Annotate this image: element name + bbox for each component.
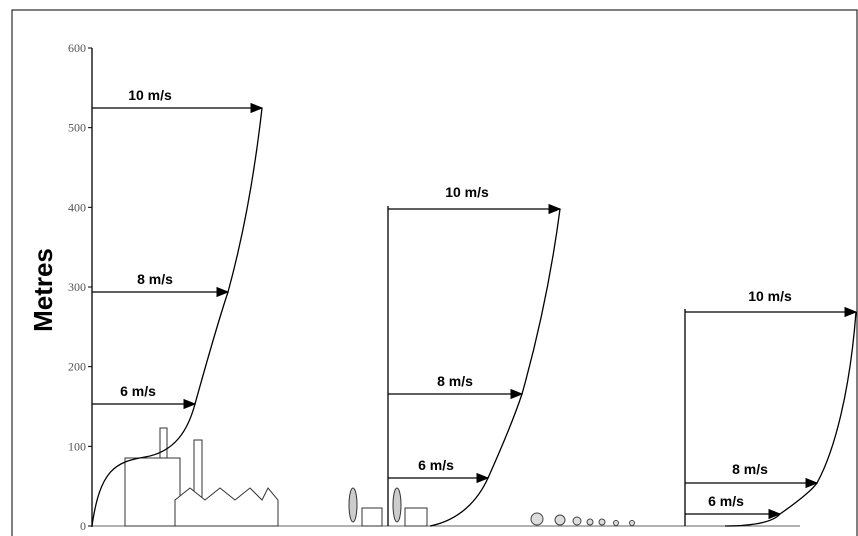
speed-label: 10 m/s [748,288,792,304]
frame [11,9,858,536]
speed-label: 8 m/s [437,373,473,389]
suburb [348,487,428,527]
profile-suburb: 10 m/s 8 m/s 6 m/s [387,184,562,527]
wind-profile [724,311,857,527]
tick-label: 400 [68,200,86,214]
speed-label: 6 m/s [120,383,156,399]
profile-open: 10 m/s 8 m/s 6 m/s [684,288,858,527]
speed-label: 10 m/s [128,87,172,103]
tick-label: 0 [80,519,86,533]
wind-profile [429,208,561,527]
speed-label: 8 m/s [137,271,173,287]
city [124,427,279,527]
profile-city: 10 m/s 8 m/s 6 m/s [91,87,264,527]
tick-label: 200 [68,360,86,374]
speed-label: 10 m/s [445,184,489,200]
tick-label: 100 [68,439,86,453]
speed-label: 6 m/s [708,493,744,509]
tick-label: 300 [68,280,86,294]
speed-label: 8 m/s [732,461,768,477]
tick-label: 600 [68,41,86,55]
ticks: 0 100 200 300 400 500 600 [68,41,92,533]
speed-label: 6 m/s [418,457,454,473]
axis-label: Metres [28,248,58,332]
wind-profile [91,107,263,527]
countryside [530,512,635,526]
tick-label: 500 [68,121,86,135]
